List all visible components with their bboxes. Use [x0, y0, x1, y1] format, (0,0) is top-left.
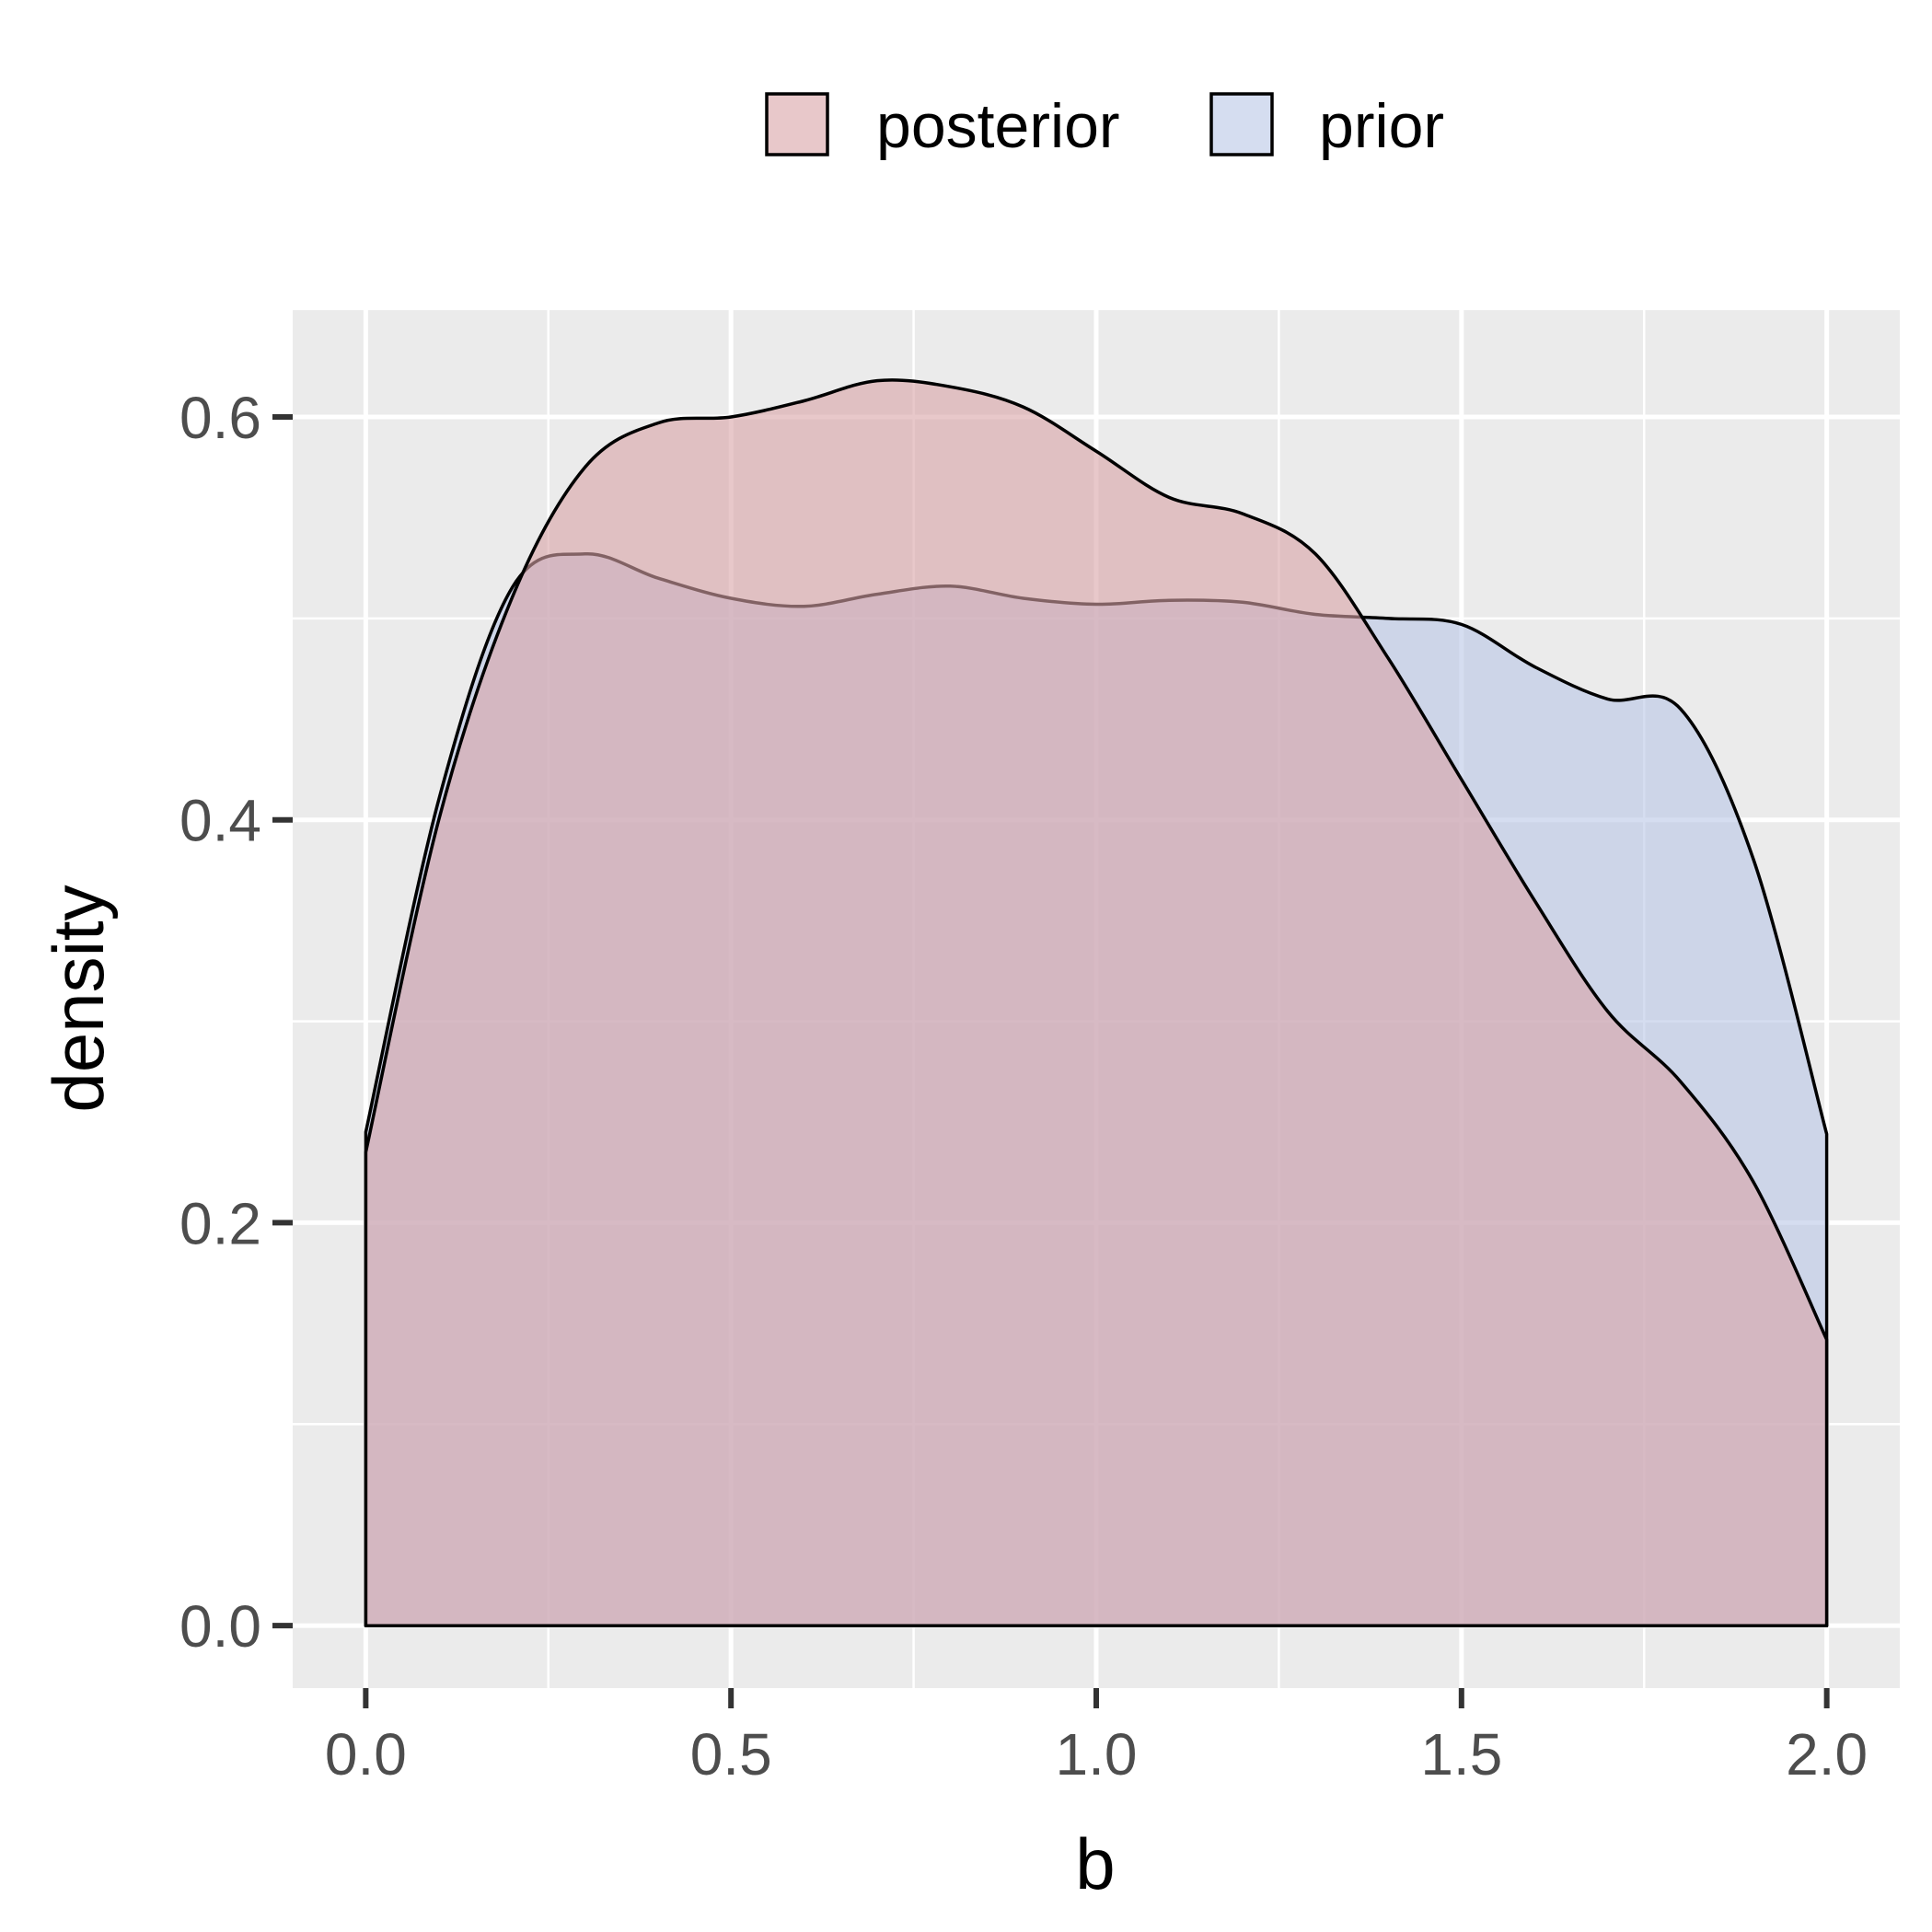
x-tick-label: 0.5 — [690, 1721, 772, 1787]
y-tick-label: 0.6 — [179, 385, 261, 451]
y-axis-title: density — [38, 885, 119, 1112]
legend: posterior prior — [765, 91, 1444, 161]
x-axis-title: b — [1075, 1823, 1115, 1904]
x-axis: 0.0 0.5 1.0 1.5 2.0 — [325, 1688, 1868, 1787]
x-tick-label: 0.0 — [325, 1721, 407, 1787]
legend-label-prior: prior — [1319, 91, 1444, 161]
y-axis: 0.0 0.2 0.4 0.6 — [179, 385, 293, 1660]
x-tick-label: 2.0 — [1786, 1721, 1868, 1787]
density-areas — [364, 378, 1829, 1627]
density-area-posterior — [364, 378, 1829, 1627]
y-tick-label: 0.4 — [179, 788, 261, 854]
legend-label-posterior: posterior — [876, 91, 1120, 161]
legend-key-posterior — [765, 92, 829, 156]
y-tick-label: 0.2 — [179, 1190, 261, 1256]
y-tick-label: 0.0 — [179, 1593, 261, 1660]
legend-key-prior — [1209, 92, 1274, 156]
x-tick-label: 1.0 — [1056, 1721, 1138, 1787]
x-tick-label: 1.5 — [1420, 1721, 1502, 1787]
